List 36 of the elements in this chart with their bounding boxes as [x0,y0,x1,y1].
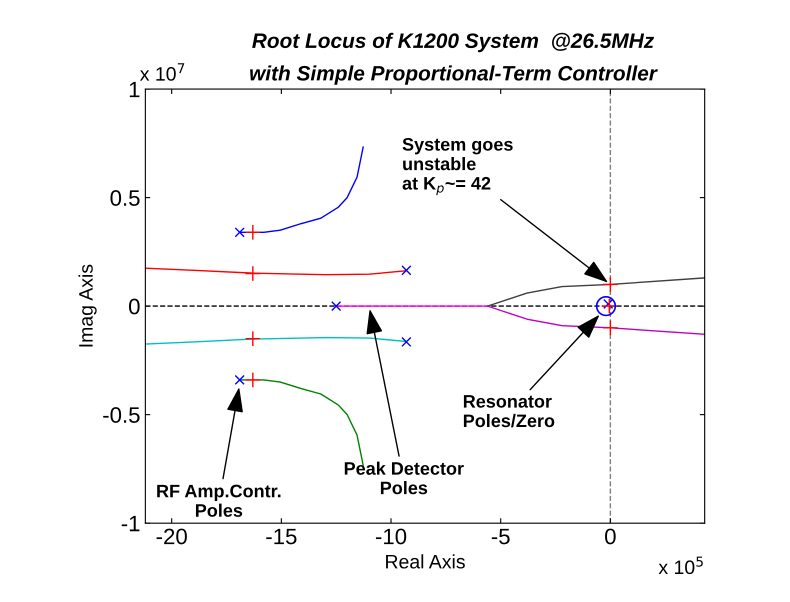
point [401,265,412,276]
y-tick-label: 0 [129,298,140,314]
text: x 10$^{5}$ [658,556,703,574]
annotation: Resonator Poles/Zero [464,395,554,428]
annotation: System goes unstable at K$_{p}$~= 42 [402,138,513,196]
line-series [486,277,705,307]
point [596,296,616,316]
x-tick-label: -5 [492,528,510,544]
y-tick-label: -0.5 [103,407,140,423]
point [244,224,261,240]
chart-title: Root Locus of K1200 System @26.5MHz [252,32,654,52]
annotation: RF Amp.Contr. Poles [157,484,280,517]
x-tick-label: -10 [376,528,406,544]
line-series [145,336,408,345]
x-axis-title: Real Axis [386,554,465,569]
point [244,266,261,282]
point [401,336,412,348]
line-series [238,146,364,234]
x-tick-label: -20 [156,528,187,544]
annotation: Peak Detector Poles [344,462,464,494]
point [234,227,245,238]
point [602,276,618,292]
x-tick-label: -15 [266,528,296,544]
y-tick-label: -1 [122,516,140,532]
y-tick-label: 0.5 [110,190,140,206]
y-tick-label: 1 [130,82,140,98]
y-axis-title: Imag Axis [78,264,97,346]
x-tick-label: 0 [605,528,616,544]
point [331,301,342,312]
point [244,330,261,347]
point [244,372,261,388]
chart-subtitle: with Simple Proportional-Term Controller [250,65,658,85]
point [234,374,245,385]
point [602,320,618,336]
text: x 10$^{7}$ [140,63,184,81]
line-series [486,305,705,336]
